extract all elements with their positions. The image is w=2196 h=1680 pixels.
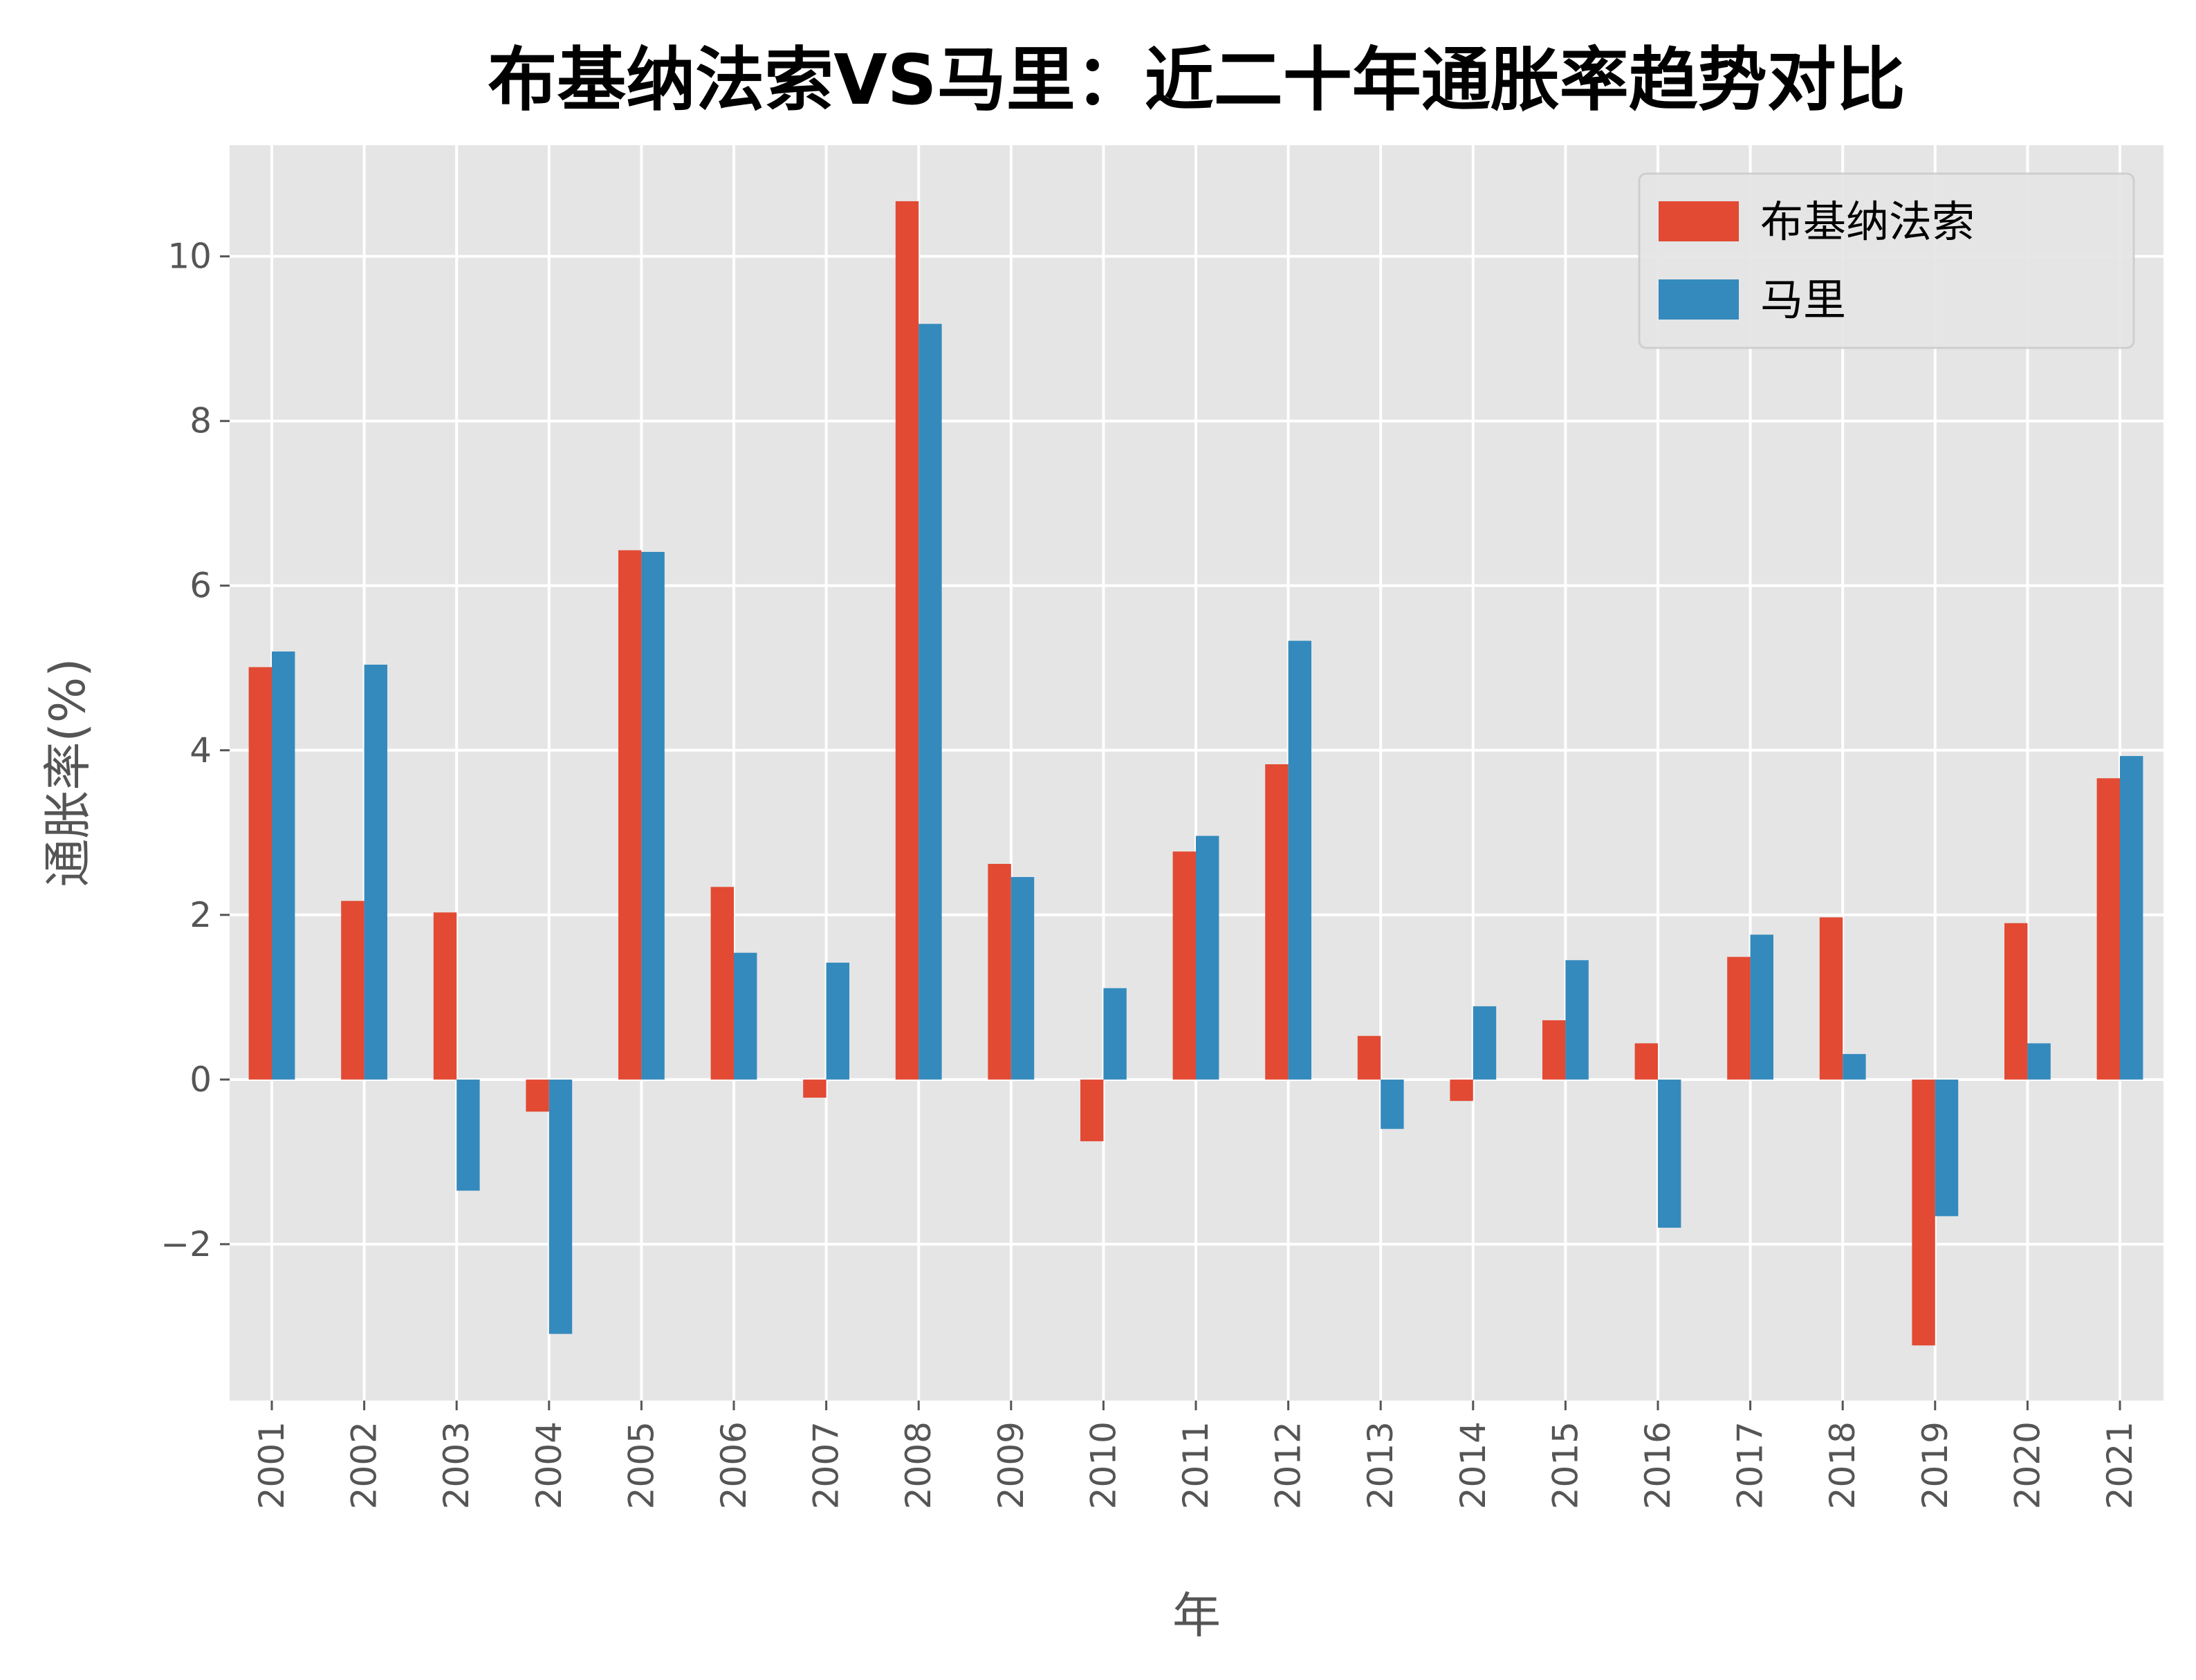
bar-mali-2015 — [1565, 960, 1589, 1080]
bar-burkina-faso-2012 — [1265, 764, 1289, 1080]
bar-mali-2016 — [1658, 1079, 1681, 1228]
bar-mali-2006 — [734, 952, 757, 1080]
x-tick-label: 2002 — [344, 1421, 385, 1509]
bar-mali-2021 — [2120, 756, 2143, 1080]
x-tick-label: 2017 — [1731, 1421, 1771, 1509]
bar-burkina-faso-2015 — [1542, 1020, 1566, 1080]
x-tick-label: 2014 — [1453, 1421, 1493, 1509]
x-tick-label: 2006 — [714, 1421, 754, 1509]
bar-mali-2007 — [826, 962, 849, 1080]
bar-burkina-faso-2018 — [1819, 917, 1843, 1080]
bar-mali-2002 — [364, 664, 387, 1080]
x-tick-label: 2010 — [1083, 1421, 1123, 1509]
x-tick-label: 2011 — [1176, 1421, 1216, 1509]
x-tick-label: 2007 — [806, 1421, 847, 1509]
bar-mali-2020 — [2027, 1043, 2051, 1080]
x-tick-label: 2005 — [621, 1421, 661, 1509]
bar-mali-2017 — [1750, 934, 1773, 1080]
x-tick-label: 2001 — [252, 1421, 292, 1509]
bar-burkina-faso-2013 — [1357, 1035, 1381, 1080]
bar-burkina-faso-2003 — [433, 912, 457, 1080]
bar-mali-2010 — [1103, 988, 1127, 1080]
x-tick-label: 2021 — [2100, 1421, 2140, 1509]
legend-label-burkina-faso: 布基纳法索 — [1760, 196, 1975, 247]
y-tick-label: 10 — [167, 237, 212, 277]
x-axis-label: 年 — [1172, 1587, 1221, 1644]
x-tick-label: 2009 — [991, 1421, 1031, 1509]
bar-mali-2001 — [272, 651, 295, 1080]
bar-mali-2005 — [641, 551, 665, 1080]
x-tick-label: 2004 — [529, 1421, 569, 1509]
x-tick-label: 2012 — [1268, 1421, 1309, 1509]
y-tick-label: 2 — [190, 895, 212, 935]
y-tick-label: 6 — [190, 566, 212, 606]
bar-burkina-faso-2021 — [2096, 778, 2120, 1080]
y-tick-label: 8 — [190, 401, 212, 441]
bar-mali-2019 — [1935, 1079, 1959, 1217]
bar-burkina-faso-2010 — [1080, 1079, 1104, 1142]
y-axis-label: 通胀率(%) — [39, 658, 96, 887]
x-tick-label: 2020 — [2007, 1421, 2047, 1509]
bar-mali-2011 — [1196, 836, 1219, 1080]
bar-mali-2013 — [1381, 1079, 1404, 1129]
legend-box — [1638, 172, 2135, 349]
bar-mali-2003 — [456, 1079, 480, 1191]
legend: 布基纳法索 马里 — [1638, 172, 2135, 349]
bar-mali-2008 — [919, 324, 942, 1080]
bar-burkina-faso-2011 — [1172, 851, 1196, 1080]
bar-burkina-faso-2014 — [1450, 1079, 1473, 1101]
y-tick-label: 4 — [190, 730, 212, 770]
x-tick-label: 2016 — [1638, 1421, 1678, 1509]
x-axis-ticks: 2001 2002 2003 2004 2005 2006 2007 2008 2009 2010… — [252, 1401, 2140, 1509]
bar-burkina-faso-2017 — [1727, 957, 1751, 1080]
bar-burkina-faso-2007 — [803, 1079, 827, 1098]
bar-mali-2014 — [1473, 1006, 1497, 1080]
x-tick-label: 2003 — [436, 1421, 477, 1509]
bar-burkina-faso-2008 — [895, 201, 919, 1080]
legend-swatch-burkina-faso — [1659, 201, 1739, 241]
bar-mali-2009 — [1011, 877, 1035, 1080]
legend-swatch-mali — [1659, 279, 1739, 320]
bars — [248, 201, 2143, 1346]
bar-mali-2012 — [1288, 640, 1311, 1080]
bar-burkina-faso-2005 — [618, 550, 642, 1080]
bar-burkina-faso-2001 — [248, 667, 272, 1080]
bar-burkina-faso-2020 — [2004, 923, 2028, 1080]
y-axis-ticks: −2 0 2 4 6 8 10 — [160, 237, 230, 1264]
x-tick-label: 2015 — [1545, 1421, 1585, 1509]
bar-burkina-faso-2009 — [988, 864, 1011, 1080]
bar-burkina-faso-2004 — [526, 1079, 549, 1112]
x-tick-label: 2019 — [1915, 1421, 1955, 1509]
bar-burkina-faso-2006 — [710, 887, 734, 1080]
bar-mali-2018 — [1843, 1053, 1866, 1080]
bar-burkina-faso-2002 — [341, 901, 365, 1080]
bar-mali-2004 — [548, 1079, 573, 1334]
x-tick-label: 2018 — [1823, 1421, 1863, 1509]
x-tick-label: 2008 — [898, 1421, 939, 1509]
x-tick-label: 2013 — [1360, 1421, 1401, 1509]
y-tick-label: −2 — [160, 1224, 212, 1264]
bar-burkina-faso-2019 — [1912, 1079, 1935, 1346]
chart-title: 布基纳法索VS马里：近二十年通胀率趋势对比 — [488, 39, 1905, 120]
bar-burkina-faso-2016 — [1634, 1043, 1658, 1080]
y-tick-label: 0 — [190, 1060, 212, 1100]
legend-label-mali: 马里 — [1760, 275, 1846, 325]
